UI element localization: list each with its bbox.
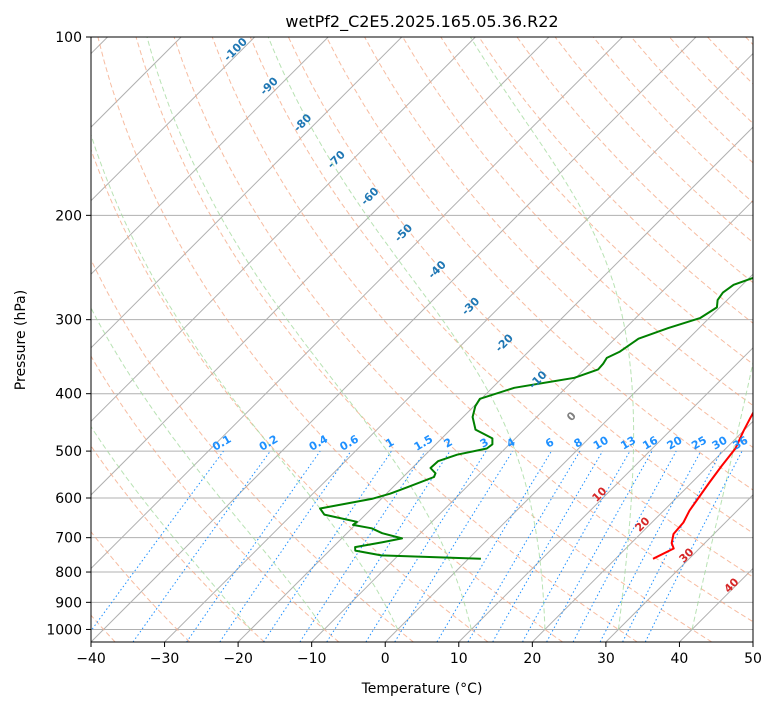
moist-adiabat xyxy=(91,133,399,630)
dry-adiabat xyxy=(91,531,191,642)
dry-adiabat xyxy=(402,37,753,407)
x-tick-label: 50 xyxy=(744,651,762,667)
isotherm xyxy=(605,494,753,642)
dry-adiabat xyxy=(173,37,713,642)
y-axis-label: Pressure (hPa) xyxy=(13,290,29,390)
moist-adiabat xyxy=(146,37,472,630)
mixing-ratio-line xyxy=(326,450,451,642)
x-tick-label: −20 xyxy=(223,651,253,667)
x-axis-label: Temperature (°C) xyxy=(361,681,483,697)
dry-adiabat xyxy=(91,148,489,642)
dry-adiabat xyxy=(478,37,753,324)
x-tick-label: 40 xyxy=(671,651,689,667)
x-tick-label: 0 xyxy=(381,651,390,667)
x-tick-label: −40 xyxy=(76,651,106,667)
dry-adiabat xyxy=(249,37,753,578)
isotherm xyxy=(91,37,403,349)
plot-frame xyxy=(90,36,754,643)
moist-adiabat xyxy=(469,37,635,630)
y-tick-label: 1000 xyxy=(46,622,82,638)
x-tick-label: 10 xyxy=(450,651,468,667)
isotherm xyxy=(91,37,329,275)
chart-title: wetPf2_C2E5.2025.165.05.36.R22 xyxy=(285,12,558,32)
dry-adiabat xyxy=(97,37,563,642)
dry-adiabat xyxy=(516,37,753,284)
dry-adiabat xyxy=(91,355,340,642)
x-tick-label: −10 xyxy=(297,651,327,667)
isotherm xyxy=(164,52,753,642)
moist-adiabat xyxy=(691,360,753,630)
dry-adiabat xyxy=(91,445,265,642)
mixing-ratio-line xyxy=(219,450,352,642)
mixing-ratio-line xyxy=(263,450,392,642)
mixing-ratio-line xyxy=(394,450,514,642)
y-tick-label: 500 xyxy=(55,444,82,460)
y-tick-label: 600 xyxy=(55,491,82,507)
mixing-ratio-line xyxy=(572,450,677,642)
isotherm xyxy=(531,420,753,642)
x-tick-label: 30 xyxy=(597,651,615,667)
mixing-ratio-line xyxy=(186,450,321,642)
mixing-ratio-line xyxy=(132,450,271,642)
y-tick-label: 800 xyxy=(55,565,82,581)
mixing-ratio-line xyxy=(91,450,224,632)
moist-adiabat xyxy=(91,307,325,630)
dry-adiabat xyxy=(211,37,753,623)
mixing-ratio-line xyxy=(299,450,426,642)
y-tick-label: 700 xyxy=(55,531,82,547)
isotherm xyxy=(384,273,753,642)
dry-adiabat xyxy=(135,37,638,642)
dry-adiabat xyxy=(326,37,753,491)
isotherm xyxy=(91,37,256,202)
mixing-ratio-line xyxy=(644,450,743,642)
isotherm xyxy=(91,37,697,642)
x-tick-label: −30 xyxy=(150,651,180,667)
y-tick-label: 300 xyxy=(55,313,82,329)
temperature-profile xyxy=(652,410,753,560)
mixing-ratio-line xyxy=(522,450,631,642)
isotherm xyxy=(91,37,623,570)
x-tick-label: 20 xyxy=(523,651,541,667)
mixing-ratio-line xyxy=(546,450,653,642)
moist-adiabat xyxy=(267,37,546,630)
y-tick-label: 900 xyxy=(55,595,82,611)
y-tick-label: 100 xyxy=(55,30,82,46)
isotherm xyxy=(91,37,550,496)
isotherm xyxy=(458,347,753,642)
isotherm xyxy=(237,126,753,642)
dry-adiabat xyxy=(91,258,414,642)
dewpoint-profile xyxy=(319,276,753,560)
isotherm xyxy=(91,37,476,423)
y-tick-label: 200 xyxy=(55,208,82,224)
y-tick-label: 400 xyxy=(55,387,82,403)
